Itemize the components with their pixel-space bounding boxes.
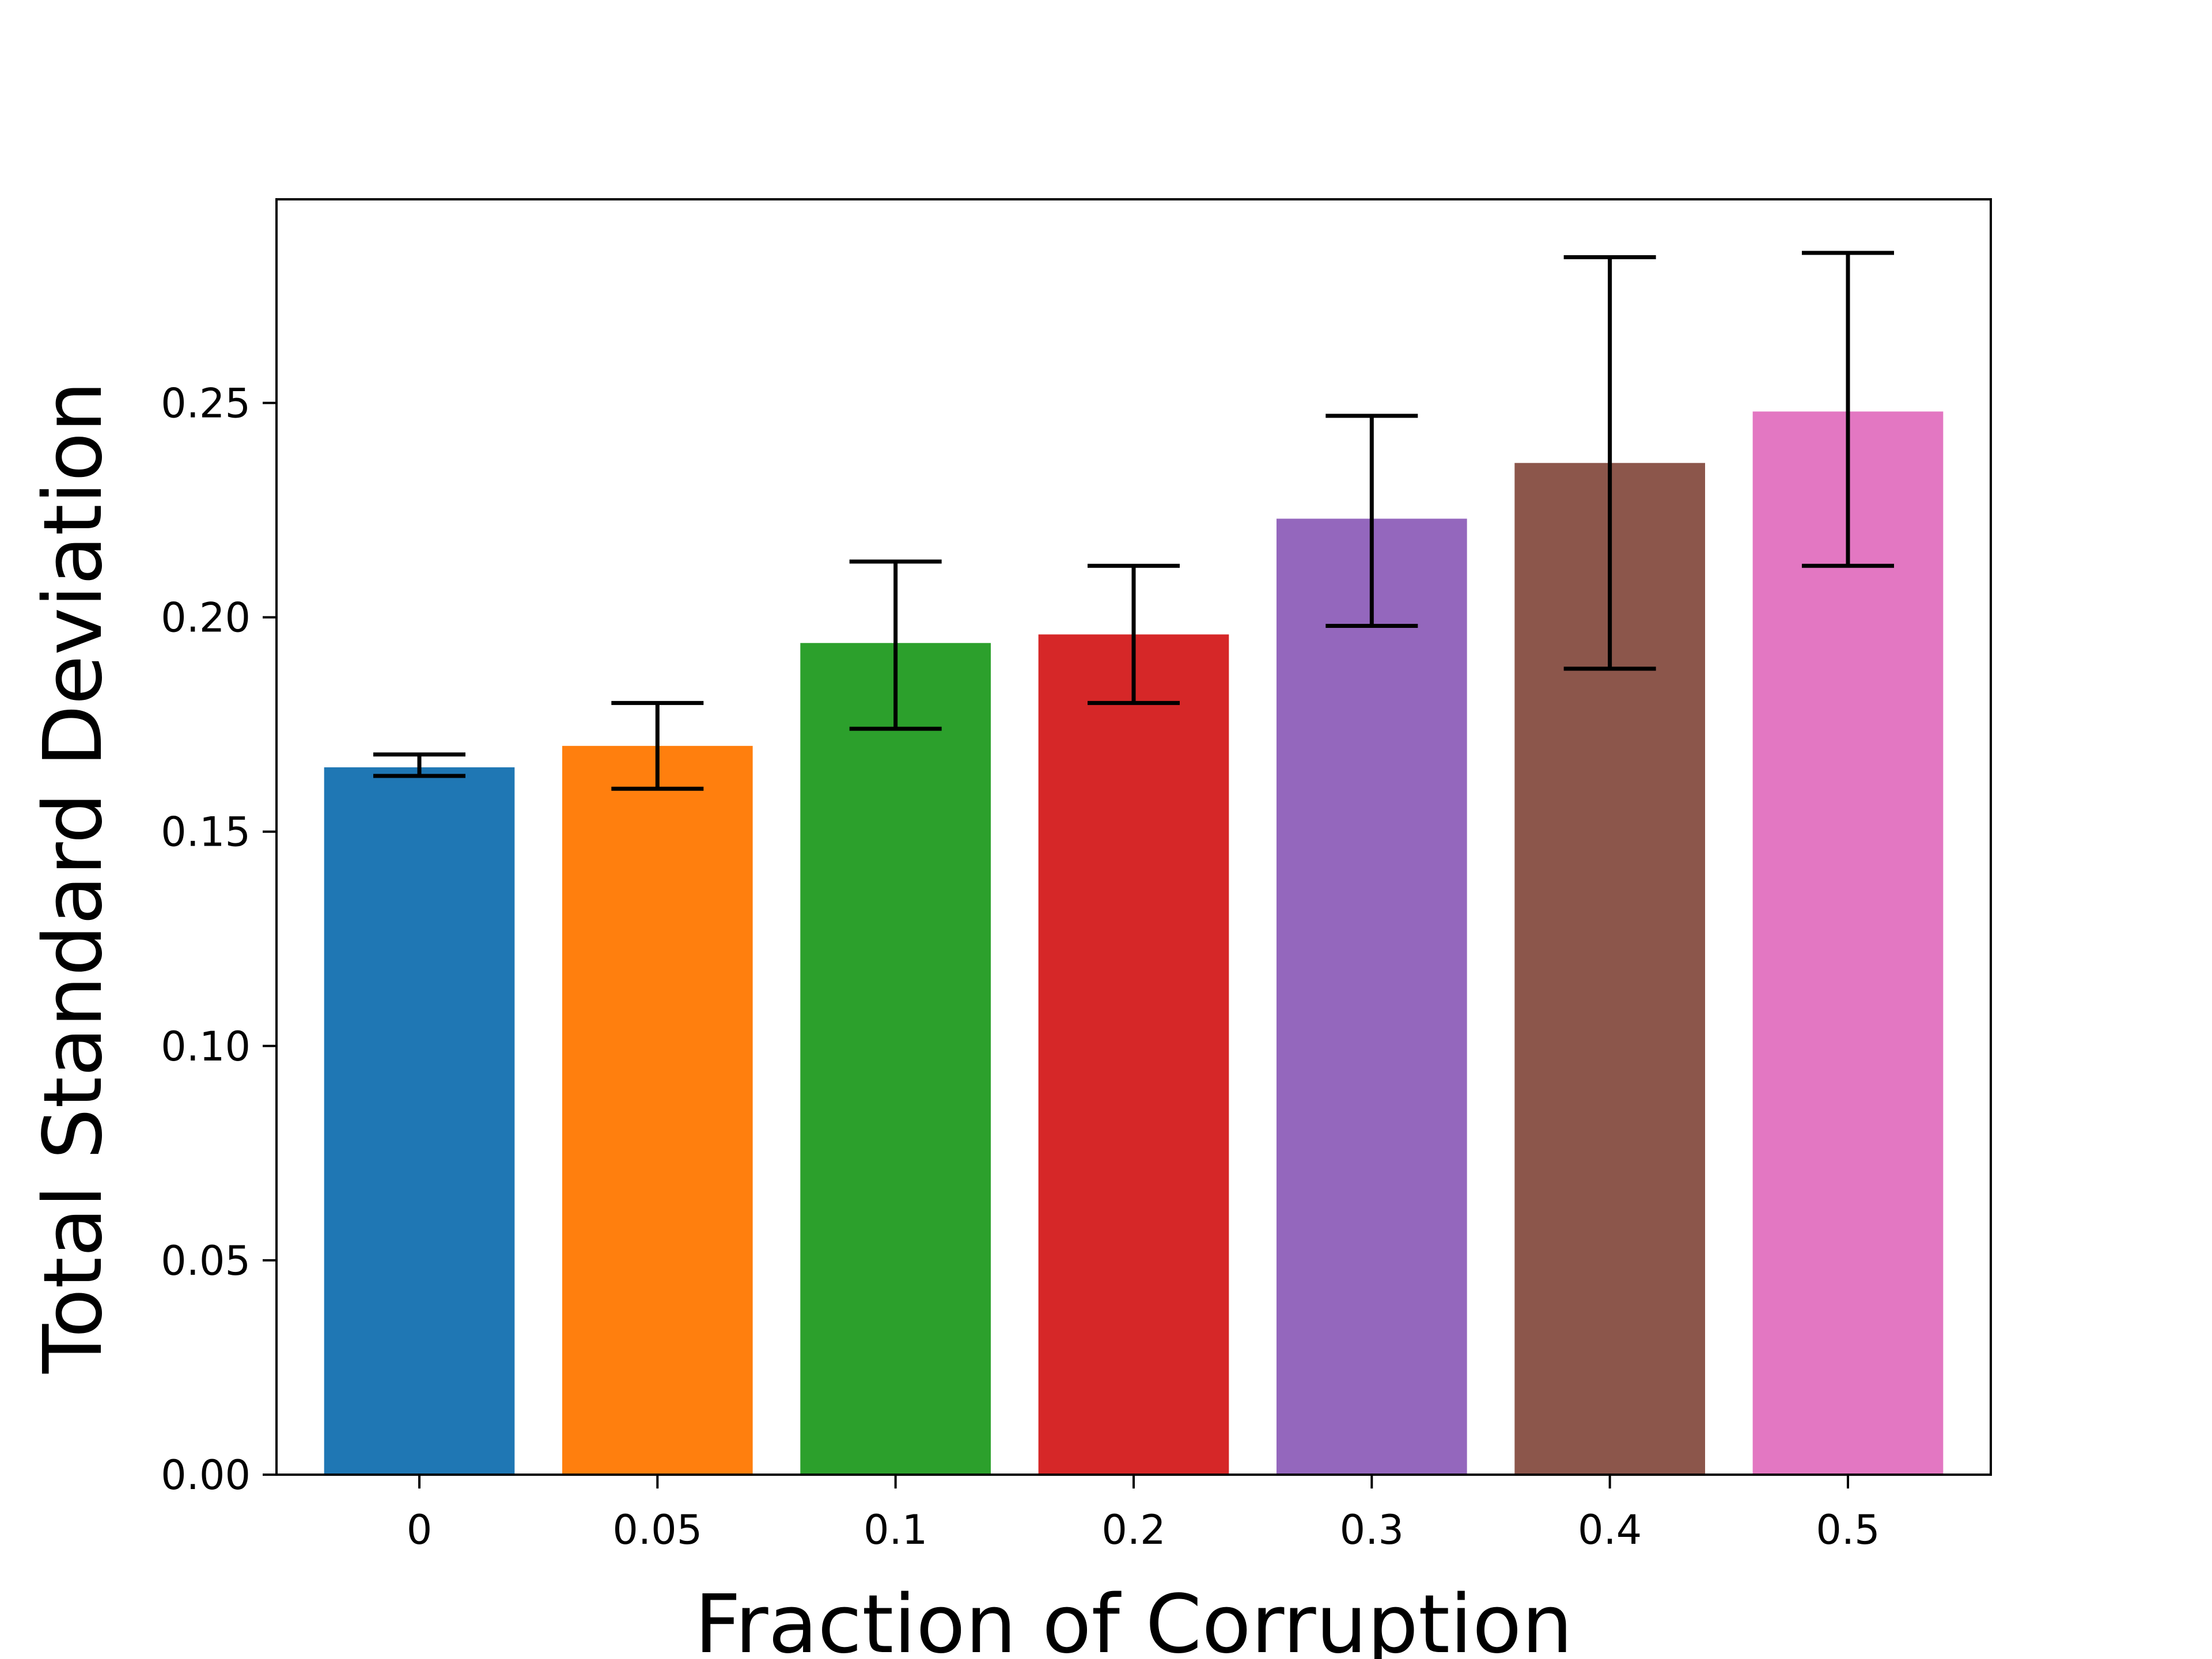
error-bar-3 bbox=[1088, 563, 1180, 705]
error-bar-5 bbox=[1563, 255, 1656, 671]
error-bar-0 bbox=[373, 752, 465, 778]
y-tick-label: 0.00 bbox=[161, 1452, 251, 1499]
bar-1 bbox=[562, 745, 753, 1475]
x-tick-label: 0 bbox=[407, 1506, 433, 1554]
bar-3 bbox=[1038, 634, 1229, 1475]
x-tick-label: 0.1 bbox=[863, 1506, 927, 1554]
x-axis-label: Fraction of Corruption bbox=[695, 1578, 1573, 1659]
bar-0 bbox=[324, 767, 515, 1475]
x-tick-label: 0.3 bbox=[1340, 1506, 1404, 1554]
y-axis-label: Total Standard Deviation bbox=[26, 381, 120, 1374]
x-tick-label: 0.5 bbox=[1816, 1506, 1880, 1554]
errorbars-layer bbox=[373, 251, 1894, 791]
y-axis: 0.00 0.05 0.10 0.15 0.20 0.25 bbox=[161, 380, 276, 1499]
bar-2 bbox=[800, 643, 991, 1475]
error-bar-1 bbox=[611, 700, 704, 791]
x-tick-label: 0.4 bbox=[1578, 1506, 1642, 1554]
x-tick-label: 0.05 bbox=[612, 1506, 702, 1554]
bar-6 bbox=[1752, 411, 1944, 1475]
bar-4 bbox=[1277, 518, 1467, 1475]
x-axis: 0 0.05 0.1 0.2 0.3 0.4 0.5 bbox=[407, 1475, 1880, 1554]
x-tick-label: 0.2 bbox=[1101, 1506, 1165, 1554]
y-tick-label: 0.10 bbox=[161, 1023, 251, 1070]
error-bar-6 bbox=[1802, 251, 1894, 568]
bars-layer bbox=[324, 411, 1944, 1475]
y-tick-label: 0.15 bbox=[161, 809, 251, 856]
y-tick-label: 0.20 bbox=[161, 594, 251, 642]
error-bar-2 bbox=[849, 559, 942, 731]
y-tick-label: 0.25 bbox=[161, 380, 251, 427]
error-bar-4 bbox=[1325, 414, 1418, 628]
y-tick-label: 0.05 bbox=[161, 1237, 251, 1285]
